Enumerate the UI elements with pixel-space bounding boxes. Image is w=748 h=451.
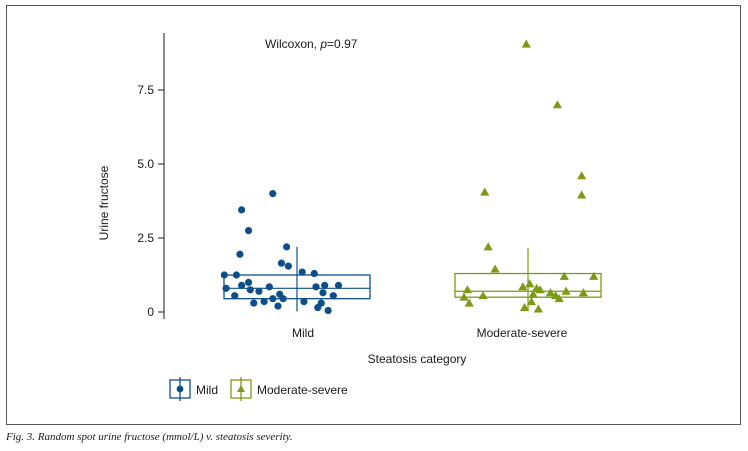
data-point-moderate-severe	[519, 302, 530, 312]
data-point-mild	[236, 250, 244, 258]
data-point-moderate-severe	[533, 304, 543, 313]
data-point-moderate-severe	[480, 187, 490, 196]
data-point-moderate-severe	[577, 171, 587, 180]
data-point-mild	[312, 283, 320, 291]
data-point-mild	[321, 281, 329, 289]
data-point-moderate-severe	[525, 279, 535, 288]
y-axis-ticks: 0 2.5 5.0 7.5	[137, 83, 164, 319]
data-point-mild	[232, 271, 241, 279]
data-point-mild	[244, 227, 253, 235]
legend-key-moderate-severe	[230, 377, 252, 401]
stat-p-symbol: p	[319, 37, 327, 51]
data-point-mild	[284, 262, 292, 270]
data-point-mild	[269, 190, 277, 198]
data-point-mild	[220, 271, 228, 279]
data-point-mild	[265, 283, 273, 291]
data-point-mild	[269, 295, 277, 303]
data-point-moderate-severe	[464, 298, 474, 307]
data-point-mild	[274, 302, 282, 310]
data-point-moderate-severe	[545, 288, 556, 297]
data-point-mild	[222, 284, 230, 292]
data-point-moderate-severe	[490, 264, 500, 273]
data-point-mild	[329, 292, 337, 300]
y-axis-title: Urine fructose	[97, 165, 111, 240]
data-point-moderate-severe	[552, 100, 563, 109]
data-point-mild	[260, 298, 268, 306]
legend-key-moderate-severe-marker	[237, 385, 245, 392]
data-point-mild	[250, 299, 258, 307]
x-category-label-mild: Mild	[292, 326, 314, 340]
stat-p-value: =0.97	[327, 37, 358, 51]
data-point-moderate-severe	[521, 39, 531, 48]
x-axis-title: Steatosis category	[368, 352, 467, 366]
legend-key-mild-marker	[176, 385, 184, 393]
data-point-moderate-severe	[528, 289, 538, 298]
data-point-mild	[324, 306, 332, 315]
data-point-mild	[314, 303, 322, 312]
data-point-mild	[244, 278, 253, 286]
data-point-mild	[300, 298, 308, 306]
data-point-moderate-severe	[589, 271, 599, 280]
data-point-moderate-severe	[577, 190, 587, 199]
data-point-mild	[310, 269, 318, 278]
data-point-moderate-severe	[478, 291, 488, 300]
y-tick-label: 0	[147, 305, 154, 319]
data-point-mild	[231, 292, 239, 300]
data-point-mild	[255, 287, 263, 295]
x-category-label-moderate-severe: Moderate-severe	[477, 326, 568, 340]
plot-area	[220, 39, 602, 315]
data-point-mild	[238, 281, 246, 289]
data-point-mild	[279, 295, 287, 303]
box-moderate-severe	[454, 272, 602, 298]
data-point-moderate-severe	[561, 286, 571, 295]
data-point-mild	[238, 206, 246, 214]
data-point-mild	[298, 268, 306, 276]
y-tick-label: 7.5	[137, 83, 154, 97]
data-point-mild	[334, 281, 343, 289]
data-point-moderate-severe	[462, 285, 473, 294]
data-point-moderate-severe	[578, 288, 588, 297]
data-point-moderate-severe	[526, 297, 537, 306]
data-point-moderate-severe	[535, 285, 545, 294]
legend: Mild Moderate-severe	[169, 377, 348, 401]
figure-frame: 0 2.5 5.0 7.5 Urine fructose Mild Moderate-…	[6, 5, 741, 425]
legend-label-moderate-severe: Moderate-severe	[257, 383, 348, 397]
stat-annotation: Wilcoxon, p=0.97	[265, 37, 358, 51]
data-point-mild	[283, 243, 291, 251]
y-tick-label: 5.0	[137, 157, 154, 171]
data-point-mild	[246, 286, 254, 294]
stat-test-name: Wilcoxon,	[265, 37, 320, 51]
data-point-moderate-severe	[559, 271, 569, 280]
data-point-mild	[319, 289, 327, 297]
y-tick-label: 2.5	[137, 231, 154, 245]
data-point-mild	[277, 259, 286, 267]
chart: 0 2.5 5.0 7.5 Urine fructose Mild Moderate-…	[97, 33, 602, 401]
data-point-moderate-severe	[483, 242, 493, 251]
data-point-moderate-severe	[518, 282, 528, 291]
legend-label-mild: Mild	[196, 383, 218, 397]
legend-key-mild	[169, 377, 191, 401]
data-point-moderate-severe	[554, 294, 564, 303]
data-point-moderate-severe	[459, 292, 469, 301]
figure-caption: Fig. 3. Random spot urine fructose (mmol…	[6, 431, 293, 443]
